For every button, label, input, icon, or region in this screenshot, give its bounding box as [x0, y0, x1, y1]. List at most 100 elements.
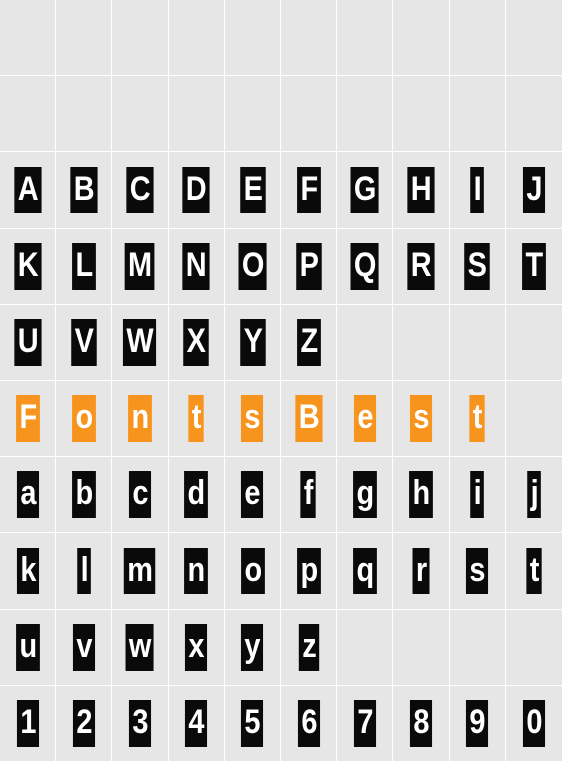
glyph-cell[interactable]: F [281, 152, 337, 228]
glyph-cell[interactable]: h [393, 457, 449, 533]
glyph-cell[interactable]: b [56, 457, 112, 533]
glyph-cell[interactable] [393, 305, 449, 381]
glyph-cell[interactable]: 3 [112, 686, 168, 762]
glyph-cell[interactable]: g [337, 457, 393, 533]
glyph-cell[interactable]: k [0, 533, 56, 609]
glyph-cell[interactable] [337, 0, 393, 76]
glyph-cell[interactable]: 1 [0, 686, 56, 762]
glyph-cell[interactable]: 5 [225, 686, 281, 762]
glyph-cell[interactable] [337, 76, 393, 152]
glyph-cell[interactable]: 0 [506, 686, 562, 762]
glyph-cell[interactable] [281, 76, 337, 152]
glyph-cell[interactable]: I [450, 152, 506, 228]
glyph-cell[interactable]: u [0, 610, 56, 686]
glyph-cell[interactable] [450, 0, 506, 76]
glyph-cell[interactable]: G [337, 152, 393, 228]
glyph-cell[interactable]: Y [225, 305, 281, 381]
glyph-cell[interactable]: W [112, 305, 168, 381]
glyph-cell[interactable]: O [225, 229, 281, 305]
glyph-cell[interactable]: r [393, 533, 449, 609]
glyph-cell[interactable] [506, 381, 562, 457]
glyph-cell[interactable]: C [112, 152, 168, 228]
glyph-cell[interactable] [450, 305, 506, 381]
glyph-cell[interactable]: 7 [337, 686, 393, 762]
glyph-cell[interactable]: E [225, 152, 281, 228]
glyph-cell[interactable] [393, 0, 449, 76]
glyph-cell[interactable]: V [56, 305, 112, 381]
glyph-cell[interactable]: m [112, 533, 168, 609]
glyph-cell[interactable] [112, 76, 168, 152]
glyph-cell[interactable] [506, 0, 562, 76]
glyph-cell[interactable]: s [450, 533, 506, 609]
glyph-cell[interactable]: j [506, 457, 562, 533]
glyph-cell[interactable]: L [56, 229, 112, 305]
glyph-cell[interactable]: 4 [169, 686, 225, 762]
glyph-cell[interactable] [169, 76, 225, 152]
glyph-cell[interactable]: D [169, 152, 225, 228]
glyph-cell[interactable] [450, 76, 506, 152]
glyph-cell[interactable] [337, 305, 393, 381]
glyph-cell[interactable] [506, 305, 562, 381]
glyph-cell[interactable]: n [112, 381, 168, 457]
glyph-cell[interactable]: H [393, 152, 449, 228]
glyph-cell[interactable]: 9 [450, 686, 506, 762]
glyph-cell[interactable] [56, 76, 112, 152]
glyph-cell[interactable] [506, 76, 562, 152]
glyph-cell[interactable]: P [281, 229, 337, 305]
glyph-cell[interactable] [393, 610, 449, 686]
glyph-cell[interactable] [450, 610, 506, 686]
glyph-cell[interactable]: e [337, 381, 393, 457]
glyph-cell[interactable] [225, 76, 281, 152]
glyph-cell[interactable]: y [225, 610, 281, 686]
glyph-cell[interactable]: o [56, 381, 112, 457]
glyph-cell[interactable]: n [169, 533, 225, 609]
glyph-cell[interactable]: K [0, 229, 56, 305]
glyph-cell[interactable]: Q [337, 229, 393, 305]
glyph-cell[interactable]: F [0, 381, 56, 457]
glyph-cell[interactable]: a [0, 457, 56, 533]
glyph-cell[interactable] [0, 0, 56, 76]
glyph-cell[interactable]: o [225, 533, 281, 609]
glyph-cell[interactable] [506, 610, 562, 686]
glyph-cell[interactable]: i [450, 457, 506, 533]
glyph-cell[interactable] [169, 0, 225, 76]
glyph-cell[interactable]: d [169, 457, 225, 533]
glyph-cell[interactable]: 2 [56, 686, 112, 762]
glyph-cell[interactable] [0, 76, 56, 152]
glyph-cell[interactable]: s [225, 381, 281, 457]
glyph-cell[interactable] [281, 0, 337, 76]
glyph-cell[interactable]: R [393, 229, 449, 305]
glyph-cell[interactable]: f [281, 457, 337, 533]
glyph-cell[interactable]: B [56, 152, 112, 228]
glyph-cell[interactable]: 6 [281, 686, 337, 762]
glyph-cell[interactable]: S [450, 229, 506, 305]
glyph-cell[interactable]: A [0, 152, 56, 228]
glyph-cell[interactable]: M [112, 229, 168, 305]
glyph-cell[interactable]: q [337, 533, 393, 609]
glyph-cell[interactable] [337, 610, 393, 686]
glyph-cell[interactable]: p [281, 533, 337, 609]
glyph-cell[interactable]: x [169, 610, 225, 686]
glyph-cell[interactable]: U [0, 305, 56, 381]
glyph-cell[interactable] [225, 0, 281, 76]
glyph-cell[interactable]: c [112, 457, 168, 533]
glyph-cell[interactable]: s [393, 381, 449, 457]
glyph-cell[interactable]: z [281, 610, 337, 686]
glyph-cell[interactable]: w [112, 610, 168, 686]
glyph-cell[interactable]: J [506, 152, 562, 228]
glyph-cell[interactable]: e [225, 457, 281, 533]
glyph-cell[interactable]: T [506, 229, 562, 305]
glyph-cell[interactable] [56, 0, 112, 76]
glyph-cell[interactable]: X [169, 305, 225, 381]
glyph-cell[interactable]: l [56, 533, 112, 609]
glyph-cell[interactable]: B [281, 381, 337, 457]
glyph-cell[interactable]: 8 [393, 686, 449, 762]
glyph-cell[interactable]: N [169, 229, 225, 305]
glyph-cell[interactable] [393, 76, 449, 152]
glyph-cell[interactable]: v [56, 610, 112, 686]
glyph-cell[interactable]: t [506, 533, 562, 609]
glyph-cell[interactable] [112, 0, 168, 76]
glyph-cell[interactable]: Z [281, 305, 337, 381]
glyph-cell[interactable]: t [450, 381, 506, 457]
glyph-cell[interactable]: t [169, 381, 225, 457]
